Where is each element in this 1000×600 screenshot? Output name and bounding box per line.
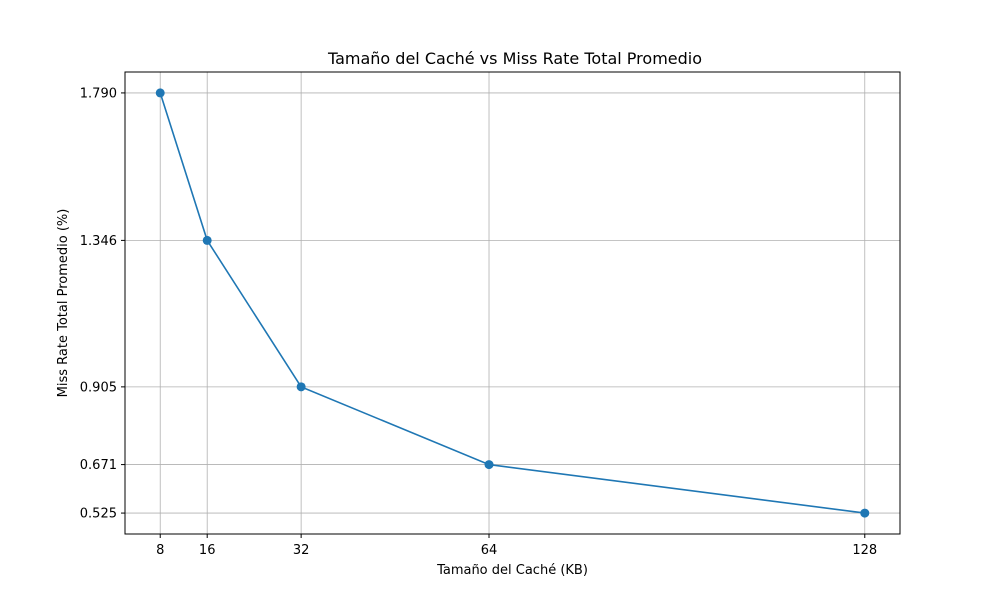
data-point (296, 382, 306, 392)
y-tick-label: 1.790 (80, 86, 117, 101)
x-tick-label: 32 (293, 543, 310, 558)
chart-title: Tamaño del Caché vs Miss Rate Total Prom… (327, 49, 702, 68)
ticks: 8 16 32 64 128 0.525 0.671 0.905 1.346 1.790 (80, 86, 877, 558)
plot-frame (124, 71, 901, 535)
data-point (860, 508, 870, 518)
y-tick-label: 0.525 (80, 507, 117, 522)
y-tick-label: 0.671 (80, 458, 117, 473)
series (155, 88, 870, 518)
x-tick-label: 64 (481, 543, 498, 558)
x-tick-label: 8 (156, 543, 164, 558)
series-line (159, 92, 865, 514)
x-axis-label: Tamaño del Caché (KB) (436, 563, 588, 578)
data-point (202, 235, 212, 245)
grid (125, 72, 900, 534)
y-tick-label: 1.346 (80, 234, 117, 249)
x-tick-label: 16 (199, 543, 216, 558)
y-axis-label: Miss Rate Total Promedio (%) (56, 209, 71, 398)
x-tick-label: 128 (852, 543, 877, 558)
data-point (484, 460, 494, 470)
data-point (155, 88, 165, 98)
y-tick-label: 0.905 (80, 380, 117, 395)
